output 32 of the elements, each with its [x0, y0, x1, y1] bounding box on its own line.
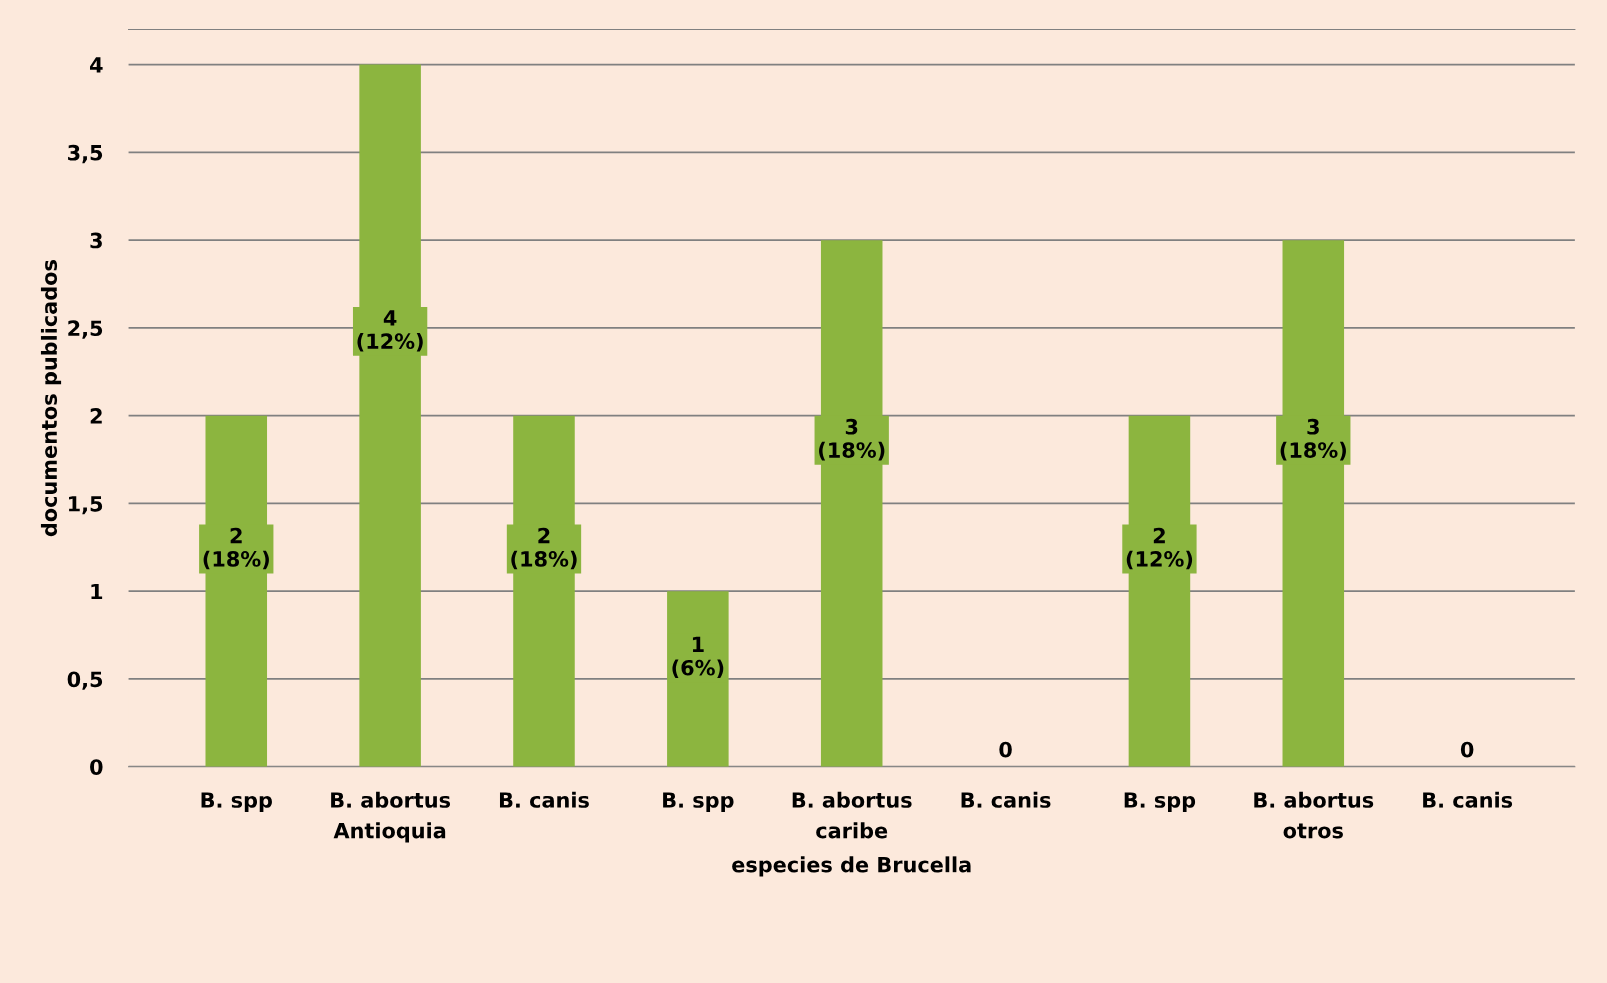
text: caribe — [816, 822, 888, 839]
y-tick-label: 3,5 — [68, 144, 103, 164]
x-tick-label: B. abortus — [792, 791, 912, 808]
y-tick-label: 3 — [90, 232, 102, 249]
y-axis-title: documentos publicados — [40, 260, 62, 537]
data-label: 0 — [1460, 741, 1474, 758]
x-tick-label: B. abortus — [331, 791, 451, 808]
y-tick-label: 1,5 — [69, 496, 103, 515]
x-tick-label: B. canis — [499, 791, 589, 808]
data-label: 4 (12%) — [357, 310, 423, 352]
y-tick-label: 2,5 — [68, 320, 103, 339]
data-label: 0 — [999, 741, 1012, 758]
data-label: 2 (18%) — [203, 527, 269, 570]
y-tick-label: 1 — [91, 583, 103, 600]
x-axis-title: especies de Brucella — [732, 856, 971, 877]
y-tick-label: 2 — [90, 408, 102, 424]
x-tick-label: B. canis — [1423, 791, 1513, 808]
data-label: 3 (18%) — [819, 418, 885, 461]
x-tick-label: B. spp — [201, 792, 272, 812]
data-label: 2 (12%) — [1126, 527, 1193, 570]
y-tick-label: 0,5 — [67, 671, 103, 690]
data-label: 3 (18%) — [1280, 418, 1346, 461]
y-tick-label: 0 — [90, 759, 103, 775]
text: Antioquia — [333, 822, 446, 843]
data-label: 1 (6%) — [672, 636, 724, 679]
text: otros — [1283, 823, 1343, 839]
x-tick-label: B. abortus — [1254, 791, 1374, 808]
y-tick-label: 4 — [90, 57, 103, 73]
x-tick-label: B. spp — [663, 792, 734, 812]
data-label: 2 (18%) — [511, 527, 577, 570]
x-tick-label: B. spp — [1124, 792, 1196, 812]
x-tick-label: B. canis — [961, 791, 1051, 808]
